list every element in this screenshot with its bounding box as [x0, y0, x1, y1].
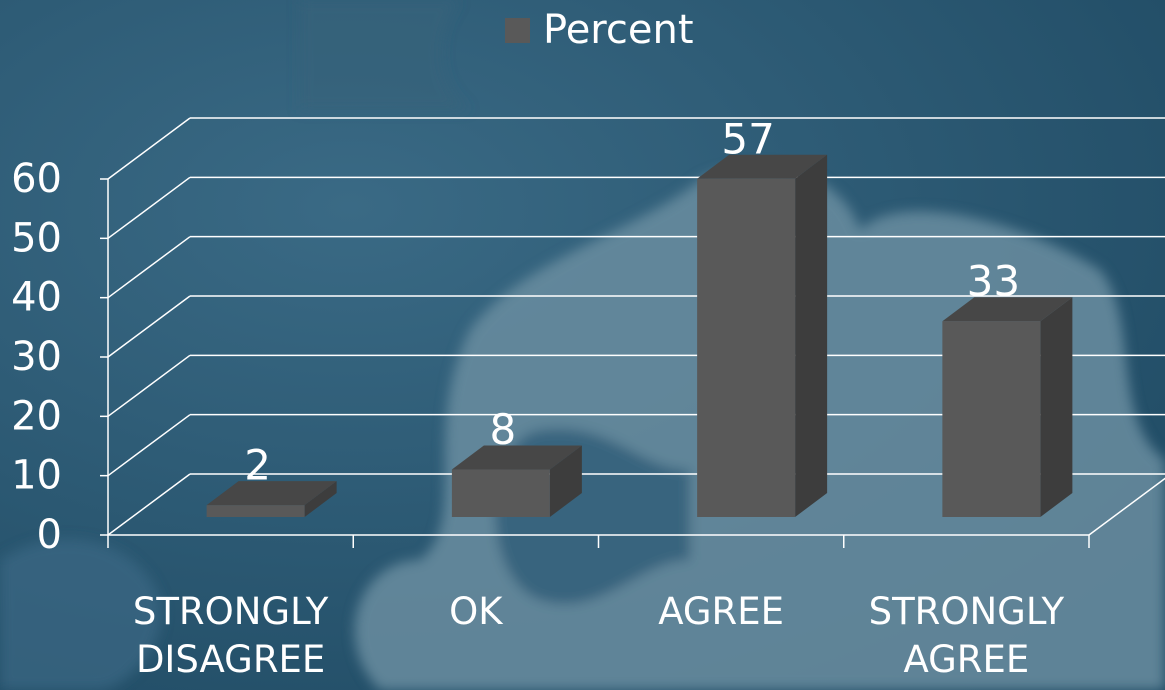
- x-tick-label: AGREE: [658, 590, 785, 633]
- y-tick-label: 10: [11, 453, 62, 499]
- bar-front: [206, 505, 305, 517]
- bar-front: [942, 321, 1041, 517]
- legend-swatch: [505, 18, 530, 43]
- bar-top: [942, 297, 1073, 322]
- y-tick-label: 30: [11, 334, 62, 380]
- y-tick-label: 40: [11, 275, 62, 321]
- y-tick-label: 20: [11, 393, 62, 439]
- bar-top: [697, 154, 828, 179]
- bar-front: [451, 469, 550, 517]
- data-label: 8: [490, 405, 517, 454]
- bar-top: [206, 481, 337, 506]
- bar-front: [697, 178, 796, 518]
- grid-line: [107, 354, 191, 417]
- data-label: 2: [244, 441, 271, 490]
- y-tick-label: 60: [11, 156, 62, 202]
- grid-line: [107, 295, 191, 358]
- bar: [697, 154, 828, 518]
- bar-side: [1040, 297, 1073, 517]
- grid-line: [107, 176, 191, 239]
- y-tick-label: 0: [37, 512, 62, 558]
- x-tick-label: STRONGLY AGREE: [868, 590, 1065, 681]
- bar-side: [795, 154, 828, 518]
- grid-line: [107, 117, 191, 180]
- grid-line: [107, 473, 191, 536]
- bar: [451, 445, 582, 517]
- bar: [942, 297, 1073, 517]
- x-tick-label: OK: [449, 590, 503, 633]
- legend-label: Percent: [543, 7, 694, 53]
- grid-line: [107, 236, 191, 299]
- bar-side: [549, 445, 582, 517]
- floor-edge: [1088, 477, 1165, 536]
- data-label: 57: [721, 114, 774, 163]
- bar: [206, 481, 337, 517]
- y-tick-label: 50: [11, 215, 62, 261]
- data-label: 33: [967, 257, 1020, 306]
- bar-top: [451, 445, 582, 470]
- x-tick-label: STRONGLY DISAGREE: [132, 590, 329, 681]
- bar-side: [304, 481, 337, 517]
- grid-line: [107, 414, 191, 477]
